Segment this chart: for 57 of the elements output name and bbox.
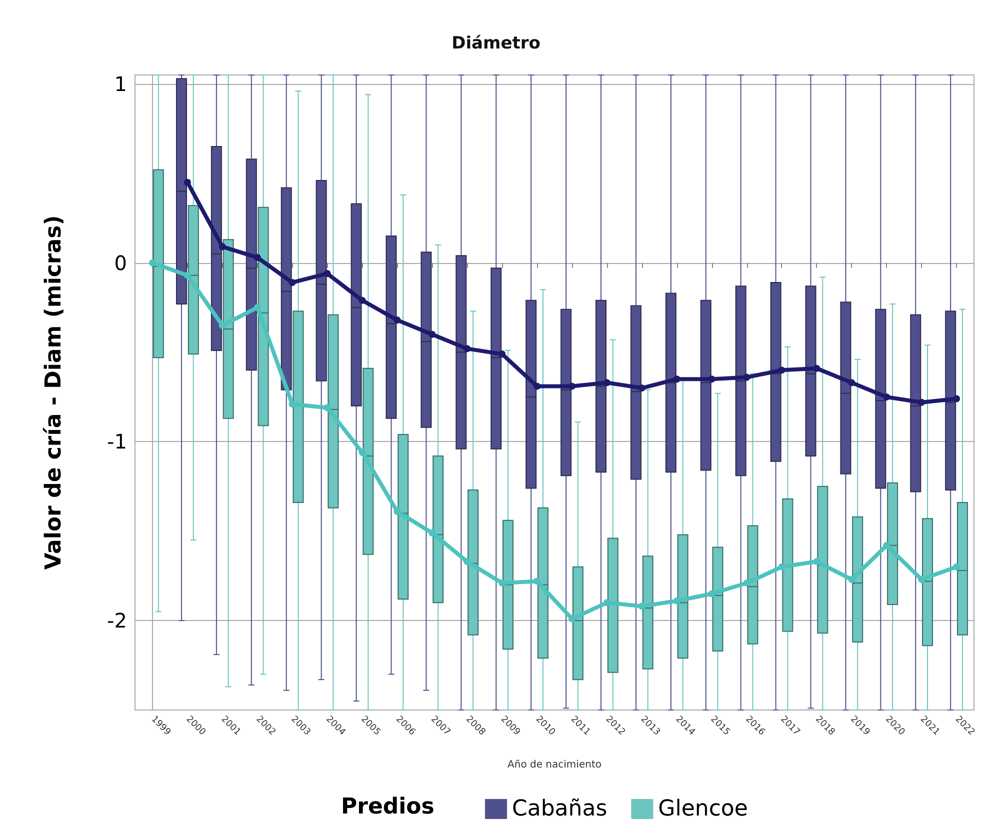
- point: [498, 350, 506, 358]
- point: [883, 393, 890, 400]
- point: [148, 259, 156, 266]
- point: [464, 558, 471, 566]
- legend-label: Glencoe: [658, 796, 748, 822]
- point: [603, 379, 610, 386]
- point: [534, 382, 541, 390]
- point: [428, 529, 436, 536]
- point: [358, 448, 366, 456]
- point: [288, 278, 296, 286]
- point: [428, 330, 436, 338]
- point: [254, 304, 261, 312]
- y-tick-label: 0: [114, 250, 127, 275]
- point: [184, 272, 191, 279]
- point: [358, 296, 366, 304]
- chart-title: Diámetro: [452, 34, 540, 54]
- y-tick-label: -1: [107, 430, 127, 454]
- point: [464, 345, 471, 352]
- point: [394, 316, 401, 324]
- point: [394, 508, 401, 515]
- point: [254, 254, 261, 261]
- point: [218, 243, 226, 250]
- point: [638, 384, 646, 392]
- point: [708, 590, 716, 598]
- point: [498, 580, 506, 586]
- point: [778, 563, 786, 570]
- point: [813, 364, 820, 372]
- point: [603, 599, 610, 606]
- point: [708, 376, 716, 383]
- point: [673, 376, 680, 383]
- point: [743, 374, 750, 381]
- point: [218, 322, 226, 329]
- point: [883, 542, 890, 549]
- point: [848, 576, 856, 583]
- y-tick-label: -2: [107, 608, 127, 633]
- point: [848, 379, 856, 386]
- y-axis-title: Valor de cría - Diam (micras): [42, 215, 66, 570]
- point: [568, 382, 576, 390]
- point: [184, 178, 191, 186]
- point: [638, 602, 646, 610]
- point: [743, 580, 750, 586]
- point: [568, 615, 576, 622]
- point: [673, 597, 680, 604]
- legend-label: Cabañas: [512, 796, 608, 822]
- point: [778, 366, 786, 374]
- point: [324, 270, 331, 278]
- point: [324, 404, 331, 412]
- x-axis-title: Año de nacimiento: [508, 760, 602, 770]
- y-tick-label: 1: [114, 72, 127, 96]
- point: [953, 395, 960, 402]
- point: [288, 400, 296, 408]
- point: [813, 558, 820, 566]
- point: [918, 398, 926, 406]
- point: [534, 578, 541, 585]
- legend-title: Predios: [341, 794, 434, 820]
- point: [953, 563, 960, 570]
- point: [918, 576, 926, 583]
